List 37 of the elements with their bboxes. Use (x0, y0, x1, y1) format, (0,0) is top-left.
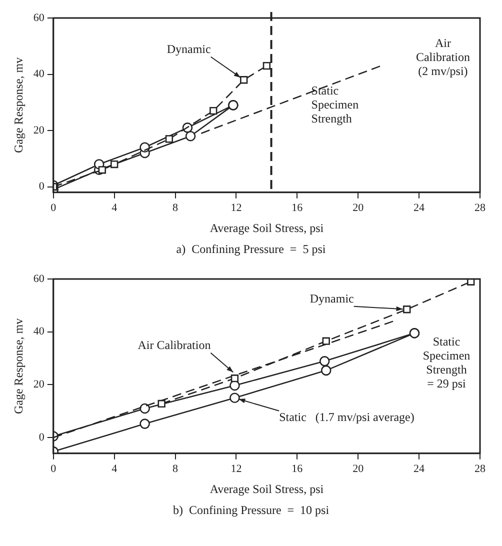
x-tick-label: 20 (352, 202, 364, 214)
x-tick-label: 16 (292, 462, 304, 475)
annotation: Static (1.7 mv/psi average) (279, 410, 414, 424)
x-tick-label: 8 (172, 202, 179, 214)
y-axis-title: Gage Response, mv (11, 57, 26, 154)
y-tick-label: 0 (38, 180, 45, 193)
text: a) Confining Pressure = 5 psi (175, 242, 327, 257)
y-tick-label: 60 (33, 272, 45, 285)
y-tick-label: 20 (33, 378, 45, 391)
x-tick-label: 28 (474, 202, 486, 214)
y-tick-label: 0 (38, 431, 45, 444)
text: b) Confining Pressure = 10 psi (172, 503, 330, 518)
x-tick-label: 0 (50, 462, 57, 475)
x-tick-label: 0 (50, 202, 57, 214)
y-axis-title: Gage Response, mv (11, 318, 26, 414)
y-tick-label: 40 (33, 68, 45, 80)
x-tick-label: 24 (414, 462, 426, 475)
x-axis-title: Average Soil Stress, psi (210, 482, 324, 496)
y-tick-label: 60 (33, 12, 45, 24)
annotation: Dynamic (310, 292, 354, 306)
annotation: Dynamic (166, 42, 211, 56)
annotation: Static Specimen Strength = 29 psi (422, 334, 470, 390)
annotation: Air Calibration (2 mv/psi) (416, 36, 470, 78)
x-axis-title: Average Soil Stress, psi (210, 220, 324, 235)
x-tick-label: 24 (414, 202, 426, 214)
x-tick-label: 8 (172, 462, 179, 475)
x-tick-label: 4 (112, 202, 118, 214)
x-tick-label: 4 (112, 462, 118, 475)
y-tick-label: 20 (33, 124, 45, 136)
x-tick-label: 12 (230, 462, 242, 475)
ref-line-label: Static Specimen Strength (311, 83, 359, 126)
x-tick-label: 20 (352, 462, 364, 475)
x-tick-label: 28 (474, 462, 486, 475)
annotation: Air Calibration (138, 338, 211, 352)
y-tick-label: 40 (33, 326, 45, 338)
x-tick-label: 12 (230, 202, 242, 214)
x-tick-label: 16 (292, 202, 304, 214)
